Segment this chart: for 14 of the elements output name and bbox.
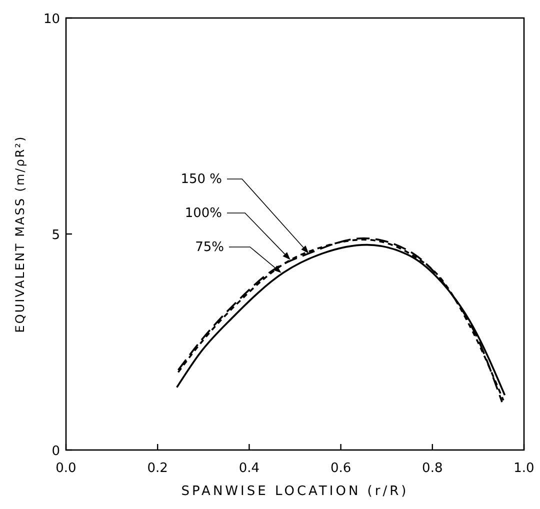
y-axis-title: EQUIVALENT MASS (m/ρR²): [13, 135, 27, 333]
x-axis-title: SPANWISE LOCATION (r/R): [181, 484, 409, 499]
x-tick-label: 0.0: [56, 461, 76, 476]
x-tick-label: 0.4: [238, 461, 260, 476]
x-tick-label: 0.2: [147, 461, 168, 476]
annotation: 100%: [184, 206, 222, 221]
x-tick-label: 1.0: [514, 461, 534, 476]
annotation: 150 %: [180, 172, 222, 187]
x-tick-label: 0.6: [330, 461, 352, 476]
y-tick-label: 10: [43, 12, 60, 27]
y-tick-label: 0: [52, 444, 60, 459]
y-tick-label: 5: [52, 228, 60, 243]
x-tick-label: 0.8: [422, 461, 443, 476]
annotation: 75%: [195, 240, 224, 255]
